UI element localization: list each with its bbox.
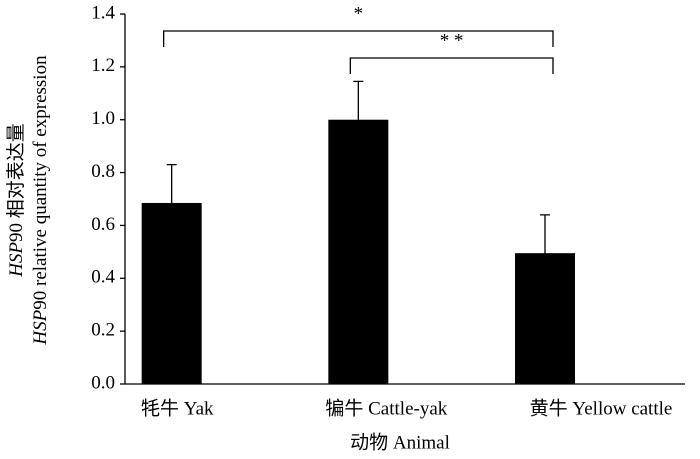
y-tick-label: 0.8 [91,161,115,182]
y-label-part: 90 relative quantity of expression [30,55,51,310]
significance-bracket [349,57,554,74]
y-tick-label: 0.0 [91,372,115,393]
y-tick-label: 0.6 [91,214,115,235]
y-tick-label: 1.2 [91,55,115,76]
y-label-part: HSP [6,242,27,278]
x-tick-label: 牦牛 Yak [141,397,214,419]
bar [328,119,389,384]
error-bar [540,214,550,293]
y-tick-label: 0.4 [91,267,115,288]
y-tick-label: 1.4 [91,2,115,23]
error-bar [166,163,177,242]
x-tick-label: 犏牛 Cattle-yak [325,397,447,419]
error-bar [353,80,364,159]
y-axis-label: HSP90 相对表达量 [5,123,27,278]
y-tick-label: 0.2 [91,320,115,341]
significance-bracket [163,30,554,47]
significance-label: * [354,3,364,24]
x-axis-label: 动物 Animal [350,431,450,453]
y-label-part: HSP [30,309,51,345]
y-tick-label: 1.0 [91,108,115,129]
significance-label: * * [440,30,464,51]
x-tick-label: 黄牛 Yellow cattle [530,397,673,419]
y-axis-label: HSP90 relative quantity of expression [30,55,51,346]
y-label-part: 90 相对表达量 [5,123,27,242]
